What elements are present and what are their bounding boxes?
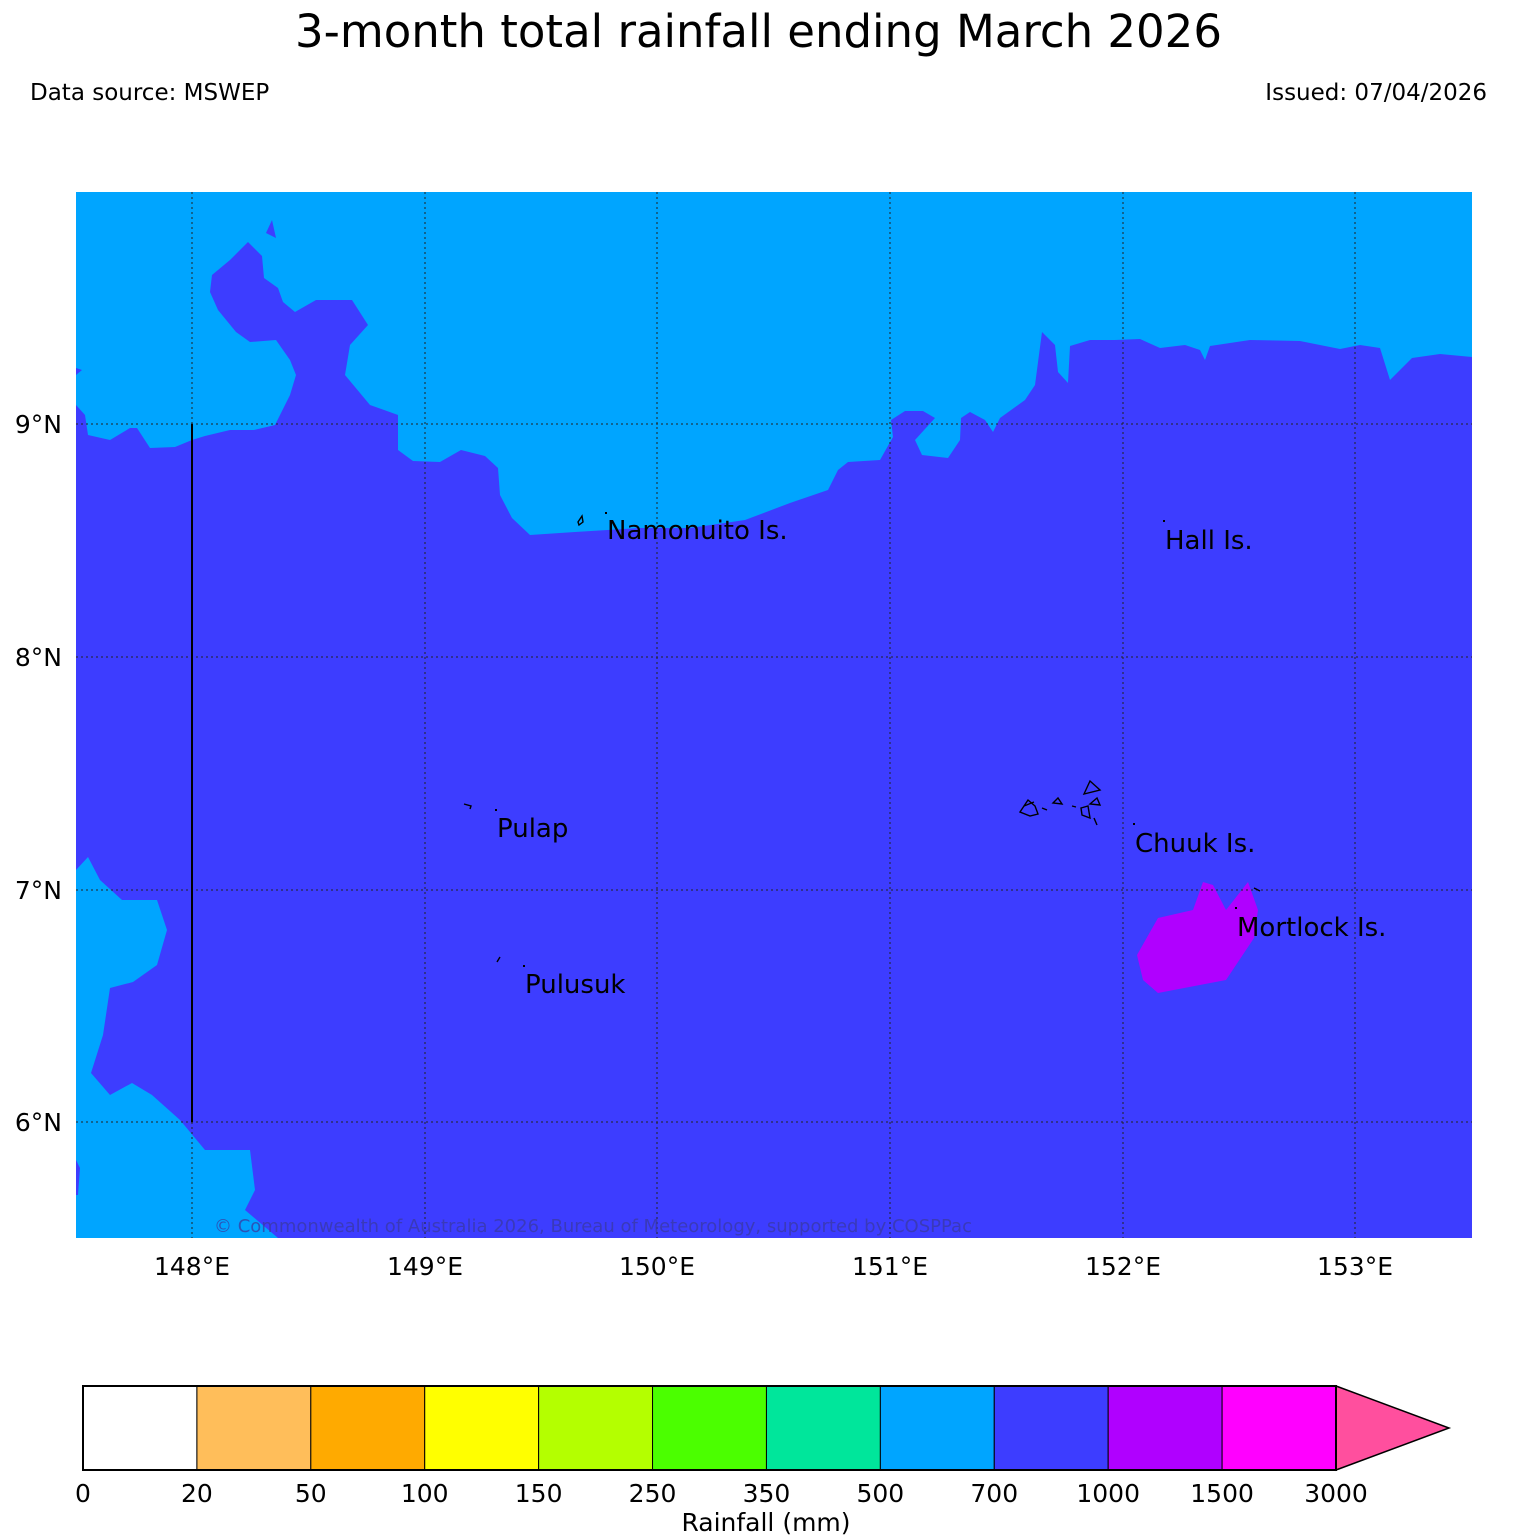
colorbar-tick-label: 100: [401, 1479, 449, 1508]
colorbar-swatch: [1107, 1385, 1223, 1471]
lon-tick-label: 153°E: [1317, 1252, 1393, 1281]
copyright-notice: © Commonwealth of Australia 2026, Bureau…: [214, 1216, 972, 1237]
colorbar-swatch: [652, 1385, 767, 1471]
lon-tick-label: 150°E: [619, 1252, 695, 1281]
colorbar-swatch: [538, 1385, 654, 1471]
colorbar-swatch: [1221, 1385, 1337, 1471]
place-label-mortlock: Mortlock Is.: [1237, 913, 1386, 943]
colorbar: 0 20 50 100 150 250 350 500 700 1000 1500 3000 Rain…: [75, 1384, 1452, 1537]
rain-band-500-700-wedge: [266, 220, 276, 238]
place-label-pulusuk: Pulusuk: [525, 970, 625, 1000]
map-panel: Namonuito Is. Hall Is. Pulap Chuuk Is. M…: [76, 192, 1472, 1238]
colorbar-tick-label: 500: [857, 1479, 905, 1508]
colorbar-tick-label: 1000: [1076, 1479, 1140, 1508]
colorbar-extend-arrow: [1335, 1384, 1452, 1472]
colorbar-tick-label: 0: [75, 1479, 91, 1508]
lon-tick-label: 151°E: [852, 1252, 928, 1281]
lat-tick-label: 7°N: [15, 876, 62, 905]
place-label-chuuk: Chuuk Is.: [1135, 829, 1255, 859]
lon-tick-label: 148°E: [154, 1252, 230, 1281]
place-labels: Namonuito Is. Hall Is. Pulap Chuuk Is. M…: [495, 512, 1386, 1000]
colorbar-tick-label: 3000: [1304, 1479, 1368, 1508]
colorbar-swatch: [82, 1385, 198, 1471]
colorbar-swatch: [879, 1385, 995, 1471]
place-label-hall: Hall Is.: [1165, 526, 1253, 556]
colorbar-swatch: [310, 1385, 426, 1471]
colorbar-swatch: [196, 1385, 312, 1471]
map-title: 3-month total rainfall ending March 2026: [295, 5, 1222, 58]
colorbar-swatch: [765, 1385, 881, 1471]
rain-band-500-700-southwest: [76, 857, 278, 1238]
lon-tick-label: 152°E: [1085, 1252, 1161, 1281]
lon-tick-label: 149°E: [387, 1252, 463, 1281]
colorbar-tick-label: 350: [743, 1479, 791, 1508]
island-outlines: [463, 514, 1261, 963]
colorbar-tick-label: 700: [970, 1479, 1018, 1508]
place-label-namonuito: Namonuito Is.: [607, 516, 788, 546]
colorbar-swatch: [993, 1385, 1109, 1471]
rain-band-1000-1500: [1137, 882, 1258, 993]
lat-tick-labels: 9°N 8°N 7°N 6°N: [15, 410, 62, 1137]
rain-band-700-1000-sliver: [76, 1160, 80, 1195]
data-source-label: Data source: MSWEP: [30, 80, 270, 106]
colorbar-tick-labels: 0 20 50 100 150 250 350 500 700 1000 1500 3000: [75, 1479, 1368, 1508]
lat-tick-label: 9°N: [15, 410, 62, 439]
issued-date-label: Issued: 07/04/2026: [1265, 80, 1487, 106]
colorbar-tick-label: 1500: [1190, 1479, 1254, 1508]
colorbar-tick-label: 20: [181, 1479, 213, 1508]
place-label-pulap: Pulap: [497, 814, 568, 844]
lon-tick-labels: 148°E 149°E 150°E 151°E 152°E 153°E: [154, 1252, 1393, 1281]
colorbar-swatches: [82, 1385, 1337, 1471]
colorbar-tick-label: 50: [295, 1479, 327, 1508]
colorbar-tick-label: 250: [629, 1479, 677, 1508]
colorbar-frame: [82, 1385, 1337, 1471]
lat-tick-label: 6°N: [15, 1108, 62, 1137]
colorbar-label: Rainfall (mm): [681, 1508, 850, 1537]
colorbar-tick-label: 150: [515, 1479, 563, 1508]
colorbar-swatch: [424, 1385, 540, 1471]
lat-tick-label: 8°N: [15, 643, 62, 672]
